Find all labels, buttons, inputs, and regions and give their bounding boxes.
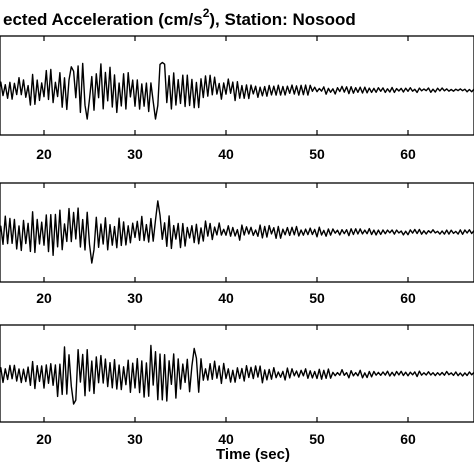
- acceleration-trace: [0, 344, 474, 405]
- panel-component-3: 20 30 40 50 60: [0, 324, 474, 447]
- x-tick-label: 20: [36, 146, 52, 162]
- x-tick-label: 40: [218, 290, 234, 306]
- x-axis-tick-labels: 20 30 40 50 60: [36, 431, 416, 447]
- x-tick-label: 50: [309, 431, 325, 447]
- x-tick-label: 40: [218, 146, 234, 162]
- title-main: ected Acceleration (cm/s: [3, 10, 203, 29]
- x-tick-label: 40: [218, 431, 234, 447]
- x-axis-tick-labels: 20 30 40 50 60: [36, 290, 416, 306]
- axes-frame: [0, 182, 474, 283]
- title-superscript: 2: [203, 6, 210, 20]
- x-tick-label: 30: [127, 290, 143, 306]
- panel-component-1: 20 30 40 50 60: [0, 35, 474, 162]
- x-axis-ticks: [43, 183, 409, 282]
- axes-frame: [0, 35, 474, 136]
- panel-component-2: 20 30 40 50 60: [0, 182, 474, 306]
- x-axis-ticks: [43, 36, 409, 135]
- x-tick-label: 20: [36, 431, 52, 447]
- x-tick-label: 50: [309, 290, 325, 306]
- acceleration-trace: [0, 200, 474, 264]
- figure-title: ected Acceleration (cm/s2), Station: Nos…: [3, 6, 356, 29]
- x-tick-label: 30: [127, 431, 143, 447]
- x-tick-label: 60: [400, 431, 416, 447]
- title-rest: ), Station: Nosood: [209, 10, 355, 29]
- acceleration-trace: [0, 61, 474, 120]
- axes-frame: [0, 324, 474, 423]
- x-tick-label: 30: [127, 146, 143, 162]
- x-tick-label: 20: [36, 290, 52, 306]
- x-tick-label: 60: [400, 290, 416, 306]
- x-axis-label: Time (sec): [216, 446, 290, 463]
- x-axis-ticks: [43, 325, 409, 422]
- x-tick-label: 50: [309, 146, 325, 162]
- x-tick-label: 60: [400, 146, 416, 162]
- x-axis-tick-labels: 20 30 40 50 60: [36, 146, 416, 162]
